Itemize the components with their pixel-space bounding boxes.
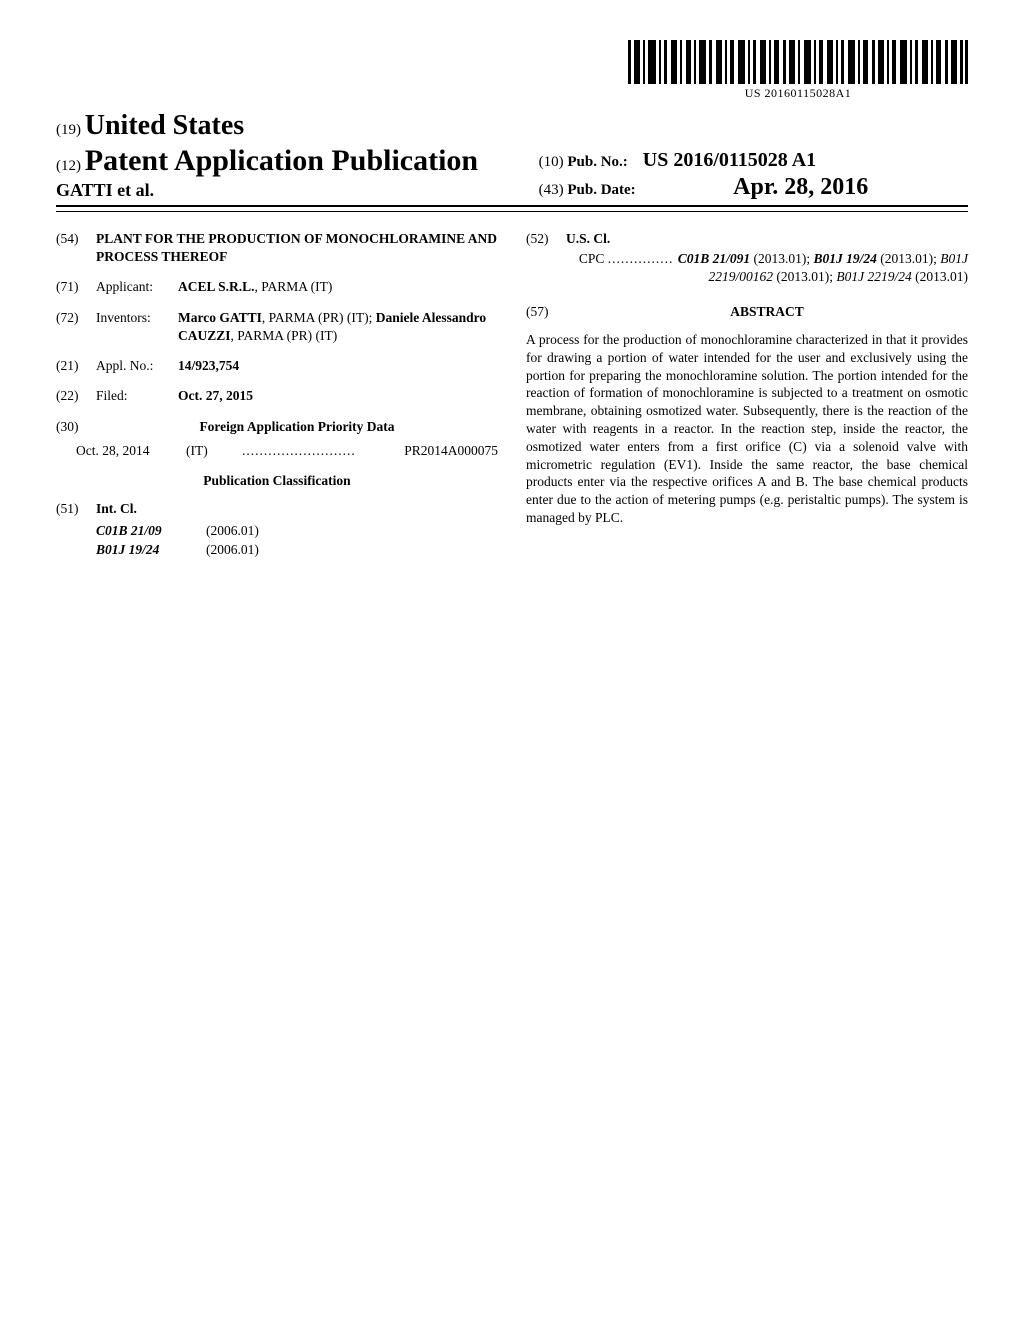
field-num: (72) [56, 309, 96, 345]
bibliographic-data: (54) PLANT FOR THE PRODUCTION OF MONOCHL… [56, 230, 968, 559]
cpc-code-4: B01J 2219/24 [836, 269, 911, 284]
cpc-dots: ............... [608, 251, 678, 266]
pub-class-heading: Publication Classification [56, 472, 498, 490]
pub-date-line: (43) Pub. Date: Apr. 28, 2016 [539, 174, 968, 201]
pub-no-line: (10) Pub. No.: US 2016/0115028 A1 [539, 149, 968, 172]
field-intcl: (51) Int. Cl. [56, 500, 498, 518]
pub-date-label: Pub. Date: [567, 182, 635, 198]
left-column: (54) PLANT FOR THE PRODUCTION OF MONOCHL… [56, 230, 498, 559]
header-row: (19) United States (12) Patent Applicati… [56, 110, 968, 207]
intcl-ver: (2006.01) [206, 541, 259, 559]
barcode: US 20160115028A1 [628, 40, 968, 101]
barcode-number: US 20160115028A1 [628, 86, 968, 101]
barcode-region: US 20160115028A1 [56, 40, 968, 102]
field-title: (54) PLANT FOR THE PRODUCTION OF MONOCHL… [56, 230, 498, 266]
priority-dots: .......................... [242, 442, 404, 460]
priority-date: Oct. 28, 2014 [76, 442, 186, 460]
priority-country: (IT) [186, 442, 242, 460]
field-num: (52) [526, 230, 566, 248]
field-label: Applicant: [96, 278, 178, 296]
title-text: PLANT FOR THE PRODUCTION OF MONOCHLORAMI… [96, 230, 498, 266]
author-line: GATTI et al. [56, 180, 531, 201]
header-left: (19) United States (12) Patent Applicati… [56, 110, 531, 201]
cpc-code-2: B01J 19/24 [813, 251, 876, 266]
field-priority-heading: (30) Foreign Application Priority Data [56, 418, 498, 436]
cpc-block: CPC ............... C01B 21/091 (2013.01… [526, 250, 968, 286]
applicant-loc: , PARMA (IT) [255, 279, 333, 294]
field-uscl: (52) U.S. Cl. [526, 230, 968, 248]
field-label: Appl. No.: [96, 357, 178, 375]
country-code: (19) [56, 122, 81, 138]
priority-heading: Foreign Application Priority Data [96, 418, 498, 436]
pub-no-label: Pub. No.: [567, 154, 627, 170]
field-filed: (22) Filed: Oct. 27, 2015 [56, 387, 498, 405]
country-line: (19) United States [56, 110, 531, 142]
field-num: (57) [526, 303, 566, 331]
field-num: (51) [56, 500, 96, 518]
inventor-1-name: Marco GATTI [178, 310, 262, 325]
field-inventors: (72) Inventors: Marco GATTI, PARMA (PR) … [56, 309, 498, 345]
cpc-ver-4: (2013.01) [912, 269, 968, 284]
uscl-label: U.S. Cl. [566, 230, 968, 248]
intcl-ver: (2006.01) [206, 522, 259, 540]
inventor-2-loc: , PARMA (PR) (IT) [231, 328, 338, 343]
abstract-heading: ABSTRACT [566, 303, 968, 321]
intcl-label: Int. Cl. [96, 500, 498, 518]
field-appl-no: (21) Appl. No.: 14/923,754 [56, 357, 498, 375]
pub-date-code: (43) [539, 182, 564, 198]
field-applicant: (71) Applicant: ACEL S.R.L., PARMA (IT) [56, 278, 498, 296]
priority-app-num: PR2014A000075 [404, 442, 498, 460]
pub-type: Patent Application Publication [85, 144, 478, 177]
cpc-label: CPC [579, 251, 605, 266]
field-num: (21) [56, 357, 96, 375]
header-subrule [56, 211, 968, 212]
filed-value: Oct. 27, 2015 [178, 387, 498, 405]
applicant-body: ACEL S.R.L., PARMA (IT) [178, 278, 498, 296]
field-label: Inventors: [96, 309, 178, 345]
pub-no-value: US 2016/0115028 A1 [643, 149, 816, 171]
intcl-item: B01J 19/24 (2006.01) [96, 541, 498, 559]
field-abstract-heading: (57) ABSTRACT [526, 303, 968, 331]
priority-row: Oct. 28, 2014 (IT) .....................… [56, 442, 498, 460]
field-num: (54) [56, 230, 96, 266]
inventor-1-loc: , PARMA (PR) (IT); [262, 310, 376, 325]
pub-type-line: (12) Patent Application Publication [56, 144, 531, 178]
applicant-name: ACEL S.R.L. [178, 279, 255, 294]
pub-no-code: (10) [539, 154, 564, 170]
inventors-body: Marco GATTI, PARMA (PR) (IT); Daniele Al… [178, 309, 498, 345]
cpc-code-1: C01B 21/091 [678, 251, 750, 266]
appl-no-value: 14/923,754 [178, 357, 498, 375]
cpc-ver-1: (2013.01); [750, 251, 813, 266]
pub-type-code: (12) [56, 158, 81, 174]
cpc-line: CPC ............... C01B 21/091 (2013.01… [566, 250, 968, 286]
intcl-code: C01B 21/09 [96, 522, 206, 540]
field-label: Filed: [96, 387, 178, 405]
intcl-item: C01B 21/09 (2006.01) [96, 522, 498, 540]
pub-date-value: Apr. 28, 2016 [733, 174, 868, 200]
field-num: (30) [56, 418, 96, 436]
field-num: (22) [56, 387, 96, 405]
cpc-ver-2: (2013.01); [877, 251, 940, 266]
intcl-items: C01B 21/09 (2006.01) B01J 19/24 (2006.01… [56, 522, 498, 558]
intcl-code: B01J 19/24 [96, 541, 206, 559]
abstract-body: A process for the production of monochlo… [526, 331, 968, 527]
country-name: United States [85, 110, 244, 141]
right-column: (52) U.S. Cl. CPC ............... C01B 2… [526, 230, 968, 559]
header-right: (10) Pub. No.: US 2016/0115028 A1 (43) P… [531, 149, 968, 201]
cpc-ver-3: (2013.01); [773, 269, 836, 284]
field-num: (71) [56, 278, 96, 296]
